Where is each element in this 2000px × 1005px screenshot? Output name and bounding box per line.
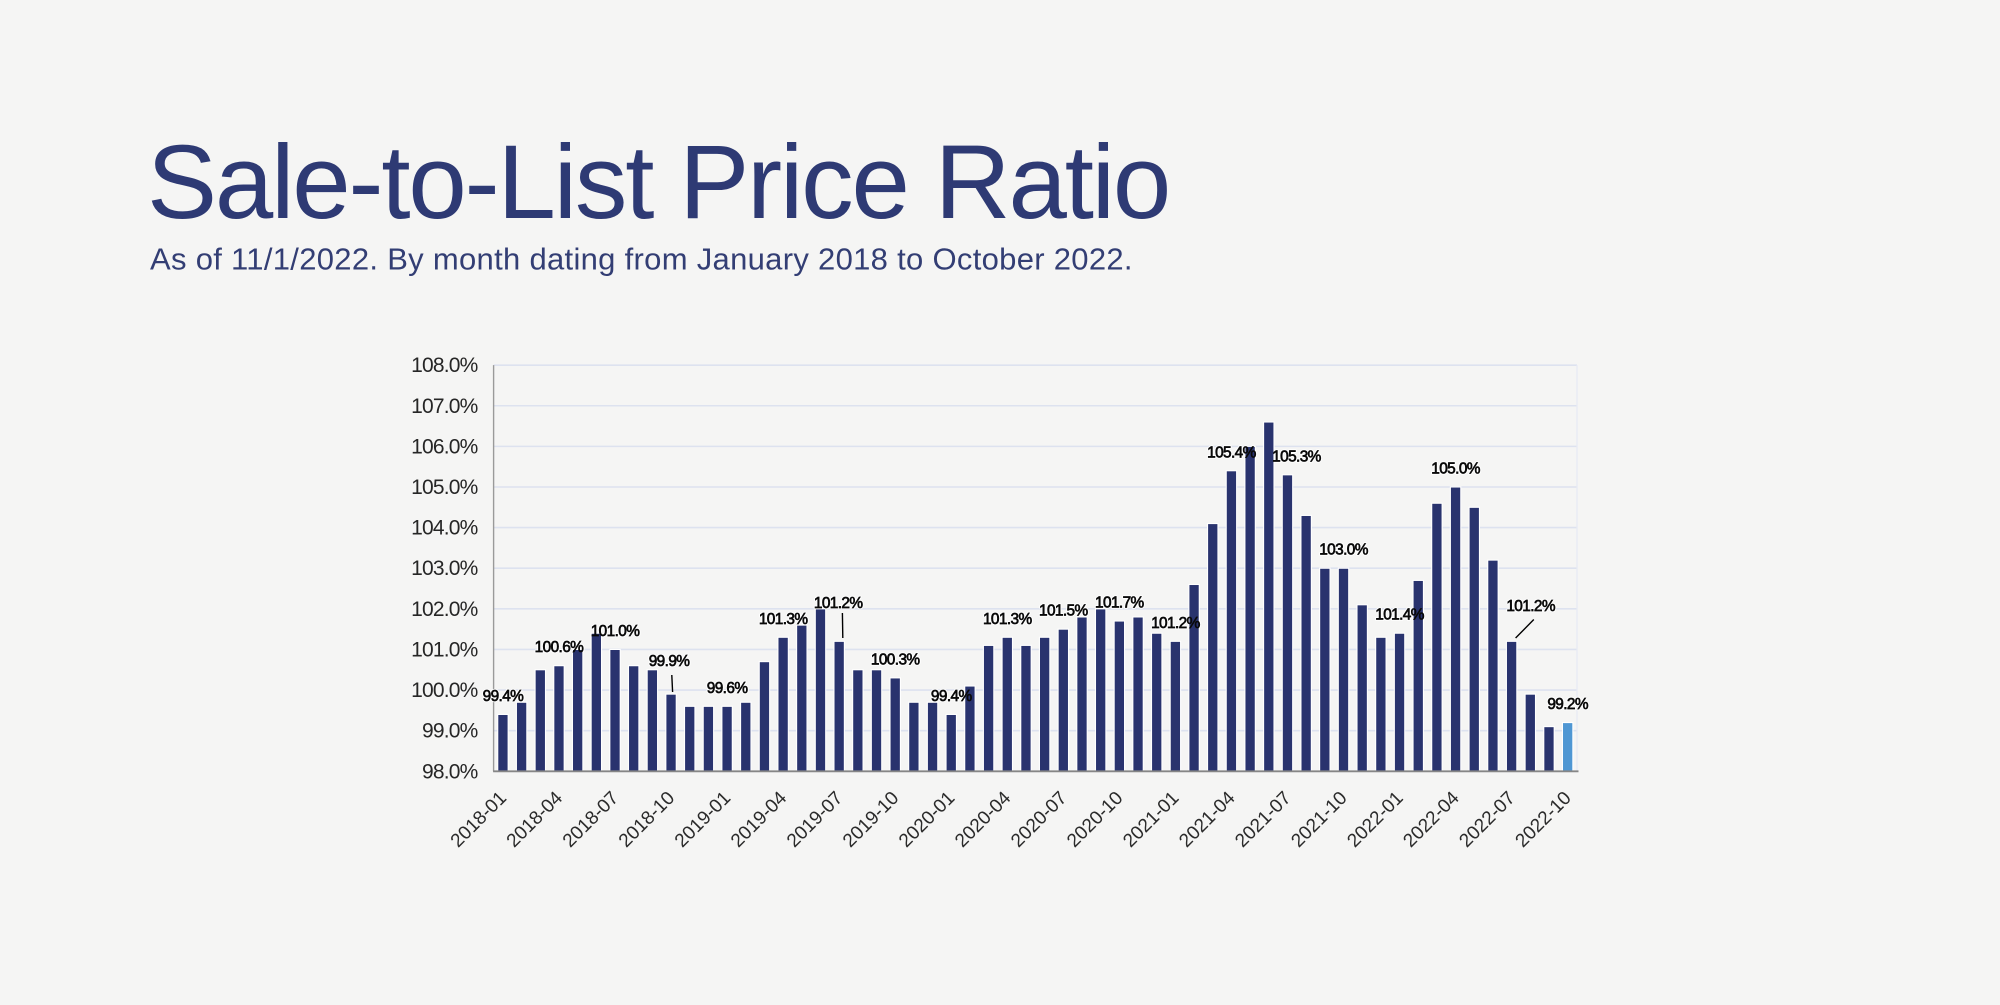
svg-text:99.6%: 99.6%	[707, 680, 749, 697]
svg-text:Sale-to-List Price Ratio: Sale-to-List Price Ratio	[147, 124, 1169, 241]
svg-text:107.0%: 107.0%	[411, 395, 478, 418]
svg-text:101.2%: 101.2%	[814, 595, 864, 612]
svg-text:101.3%: 101.3%	[759, 611, 809, 628]
svg-text:99.4%: 99.4%	[483, 688, 525, 705]
svg-text:103.0%: 103.0%	[1319, 542, 1369, 559]
svg-text:105.4%: 105.4%	[1207, 444, 1257, 461]
svg-text:104.0%: 104.0%	[411, 517, 478, 540]
svg-text:103.0%: 103.0%	[411, 557, 478, 580]
svg-text:101.5%: 101.5%	[1039, 603, 1089, 620]
svg-text:105.3%: 105.3%	[1272, 448, 1322, 465]
svg-text:101.2%: 101.2%	[1506, 598, 1556, 615]
svg-text:101.2%: 101.2%	[1151, 615, 1201, 632]
svg-text:108.0%: 108.0%	[411, 354, 478, 377]
svg-text:99.9%: 99.9%	[649, 653, 691, 670]
svg-text:101.0%: 101.0%	[591, 623, 641, 640]
svg-text:99.0%: 99.0%	[422, 720, 478, 743]
svg-text:99.2%: 99.2%	[1547, 696, 1589, 713]
svg-text:102.0%: 102.0%	[411, 598, 478, 621]
svg-text:99.4%: 99.4%	[931, 688, 973, 705]
svg-text:100.3%: 100.3%	[871, 651, 921, 668]
svg-text:As of 11/1/2022. By month dati: As of 11/1/2022. By month dating from Ja…	[150, 242, 1133, 277]
svg-text:106.0%: 106.0%	[411, 435, 478, 458]
svg-text:105.0%: 105.0%	[411, 476, 478, 499]
svg-text:100.6%: 100.6%	[535, 639, 585, 656]
svg-text:105.0%: 105.0%	[1431, 460, 1481, 477]
svg-text:98.0%: 98.0%	[422, 760, 478, 783]
svg-text:101.4%: 101.4%	[1375, 607, 1425, 624]
svg-text:101.0%: 101.0%	[411, 638, 478, 661]
svg-text:101.3%: 101.3%	[983, 611, 1033, 628]
svg-text:101.7%: 101.7%	[1095, 595, 1145, 612]
svg-text:100.0%: 100.0%	[411, 679, 478, 702]
